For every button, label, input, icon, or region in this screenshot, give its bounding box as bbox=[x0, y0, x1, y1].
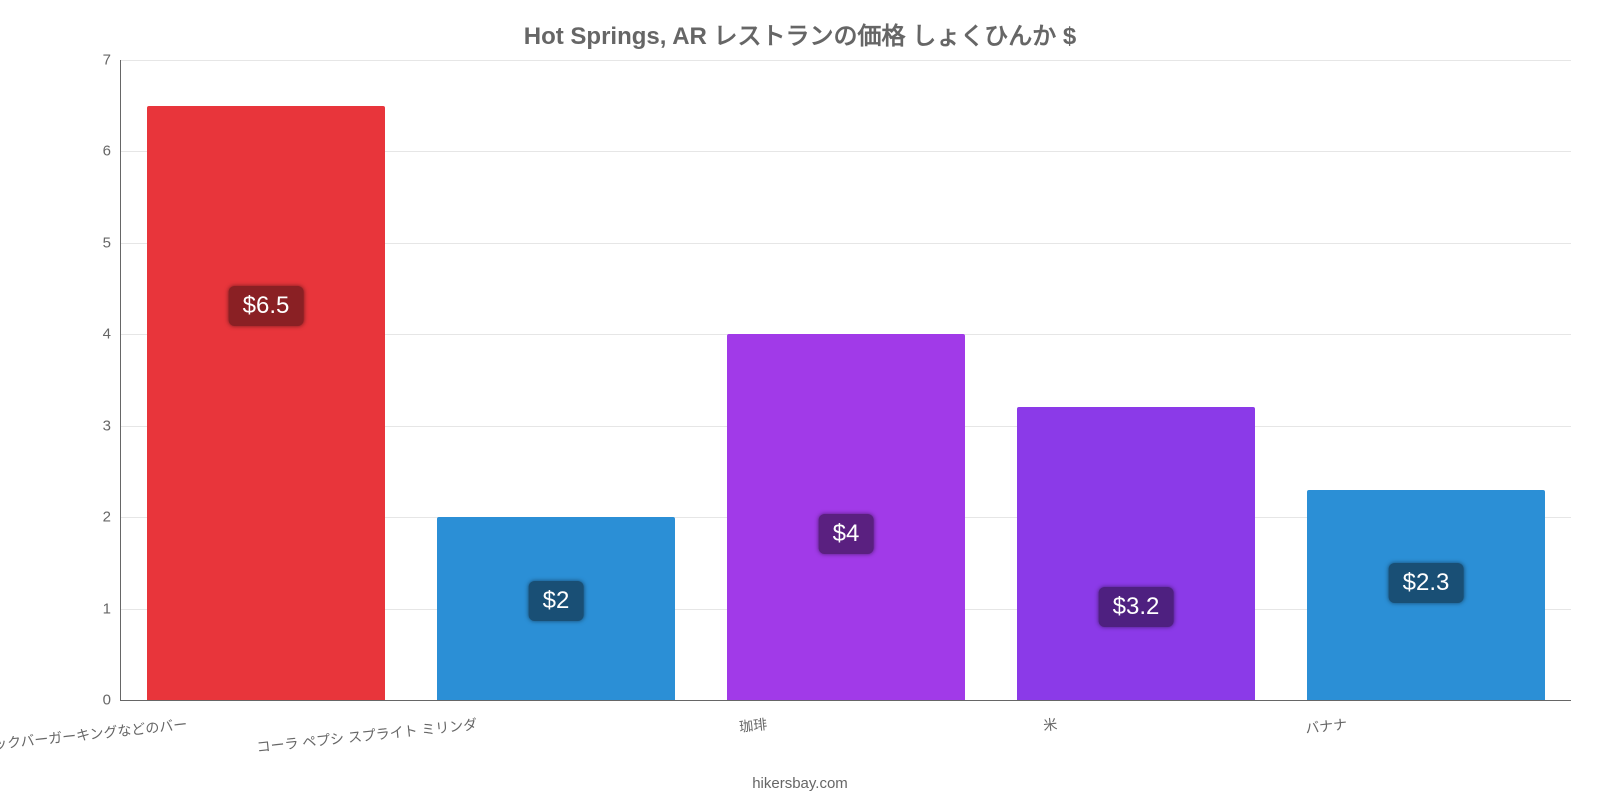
y-tick-label: 6 bbox=[81, 143, 111, 160]
chart-container: Hot Springs, AR レストランの価格 しょくひんか $ 012345… bbox=[0, 0, 1600, 800]
bar-value-label: $4 bbox=[819, 514, 874, 554]
x-tick-label: バナナ bbox=[1304, 714, 1348, 738]
y-tick-label: 1 bbox=[81, 600, 111, 617]
x-tick-label: コーラ ペプシ スプライト ミリンダ bbox=[256, 714, 479, 757]
bar: $3.2 bbox=[1017, 407, 1255, 700]
y-tick-label: 3 bbox=[81, 417, 111, 434]
bar: $6.5 bbox=[147, 106, 385, 700]
bar: $4 bbox=[727, 334, 965, 700]
chart-title: Hot Springs, AR レストランの価格 しょくひんか $ bbox=[0, 16, 1600, 51]
y-tick-label: 4 bbox=[81, 326, 111, 343]
x-tick-label: 珈琲 bbox=[738, 714, 768, 737]
x-tick-label: 米 bbox=[1042, 714, 1058, 735]
bar: $2 bbox=[437, 517, 675, 700]
y-tick-label: 5 bbox=[81, 234, 111, 251]
bar-value-label: $2 bbox=[529, 581, 584, 621]
bar-value-label: $6.5 bbox=[229, 286, 304, 326]
y-tick-label: 2 bbox=[81, 509, 111, 526]
chart-footer: hikersbay.com bbox=[0, 775, 1600, 792]
bar: $2.3 bbox=[1307, 490, 1545, 700]
y-tick-label: 7 bbox=[81, 52, 111, 69]
y-gridline bbox=[121, 60, 1571, 61]
plot-area: 01234567$6.5マックバーガーキングなどのバー$2コーラ ペプシ スプラ… bbox=[120, 60, 1571, 701]
bar-value-label: $2.3 bbox=[1389, 563, 1464, 603]
y-tick-label: 0 bbox=[81, 692, 111, 709]
x-tick-label: マックバーガーキングなどのバー bbox=[0, 714, 188, 756]
bar-value-label: $3.2 bbox=[1099, 587, 1174, 627]
